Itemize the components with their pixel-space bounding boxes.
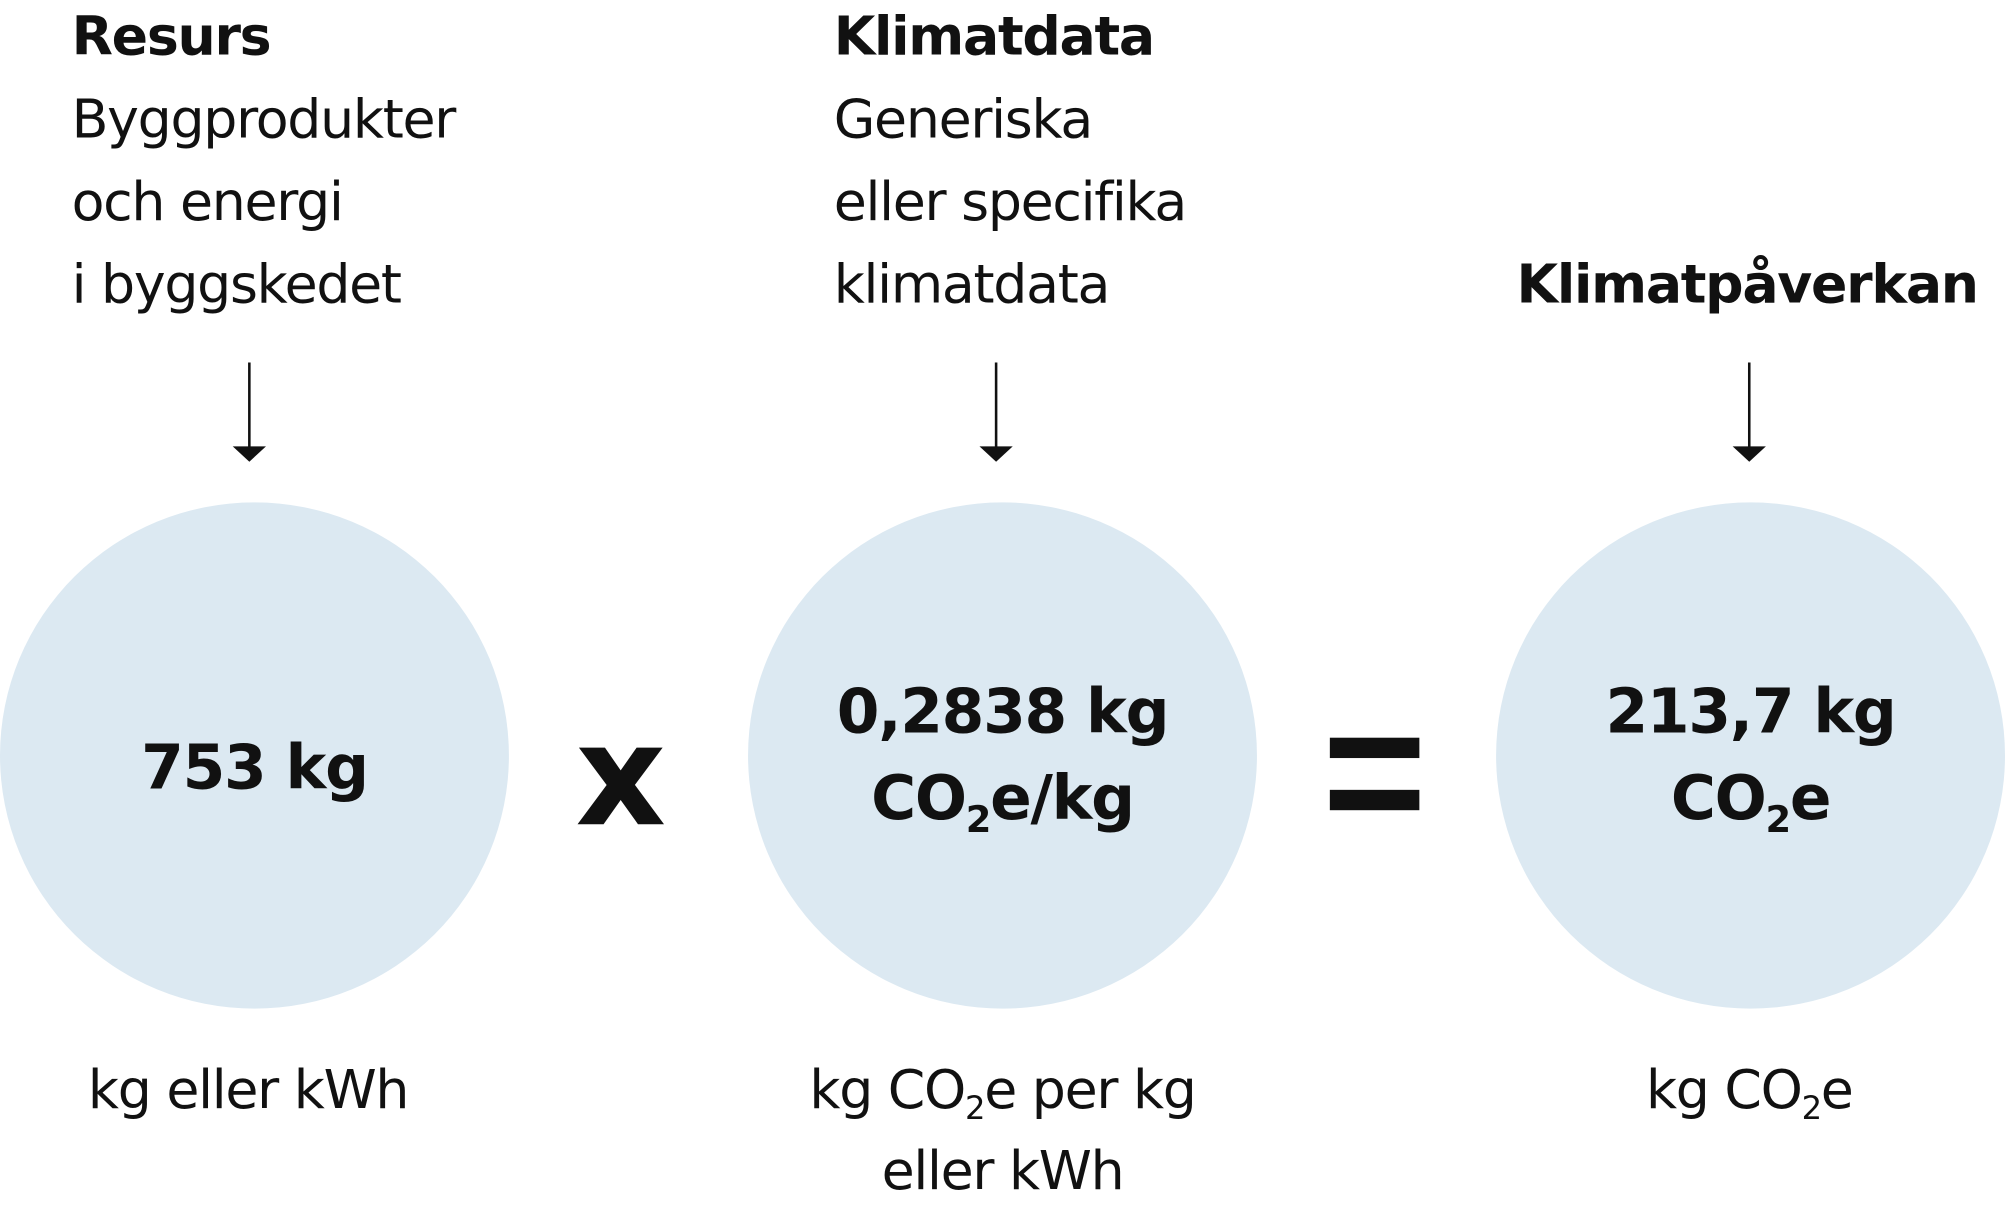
resource-circle: 753 kg	[0, 502, 509, 1009]
resource-line: Byggprodukter	[71, 87, 457, 151]
resource-text: Resurs Byggprodukter och energi i byggsk…	[71, 0, 457, 326]
resource-unit: kg eller kWh	[87, 1058, 410, 1121]
text: e	[1789, 763, 1832, 835]
equals-bar	[1329, 789, 1420, 811]
multiply-sign: x	[575, 694, 667, 858]
climate-data-unit: kg CO2e per kg eller kWh	[683, 1049, 1322, 1212]
climate-impact-circle: 213,7 kg CO2e	[1496, 502, 2005, 1009]
down-arrow-icon	[979, 362, 1013, 462]
subscript: 2	[965, 1089, 986, 1127]
resource-line: i byggskedet	[71, 253, 402, 316]
down-arrow-icon	[232, 362, 266, 462]
climate-data-title: Klimatdata	[833, 5, 1155, 68]
subscript: 2	[1801, 1089, 1823, 1127]
climate-data-line: klimatdata	[833, 253, 1111, 316]
climate-data-text: Klimatdata Generiska eller specifika kli…	[833, 0, 1188, 326]
text: e	[1820, 1058, 1854, 1121]
down-arrow-icon	[1732, 362, 1766, 462]
subscript: 2	[1765, 797, 1792, 841]
climate-data-value: 0,2838 kg	[836, 676, 1170, 748]
climate-data-circle: 0,2838 kg CO2e/kg	[748, 502, 1257, 1009]
text: kg CO	[1645, 1058, 1803, 1121]
text: CO	[871, 763, 967, 835]
climate-impact-value: 213,7 kg	[1605, 676, 1897, 748]
resource-line: och energi	[71, 170, 344, 233]
text: e/kg	[990, 763, 1135, 835]
equals-bar	[1329, 737, 1420, 759]
climate-data-unit-value: CO2e/kg	[871, 756, 1135, 842]
text: e per kg	[984, 1058, 1197, 1121]
climate-data-line: eller specifika	[833, 170, 1188, 233]
resource-value: 753 kg	[141, 732, 369, 804]
unit-line: kg CO2e per kg	[683, 1049, 1322, 1130]
text: CO	[1670, 763, 1767, 835]
text: kg CO	[809, 1058, 966, 1121]
unit-line: eller kWh	[881, 1139, 1125, 1202]
resource-title: Resurs	[71, 5, 272, 68]
climate-impact-title: Klimatpåverkan	[1516, 253, 1979, 316]
climate-impact-unit: kg CO2e	[1430, 1049, 2005, 1130]
climate-data-line: Generiska	[833, 87, 1094, 151]
subscript: 2	[965, 797, 992, 841]
climate-impact-unit-value: CO2e	[1670, 756, 1832, 842]
